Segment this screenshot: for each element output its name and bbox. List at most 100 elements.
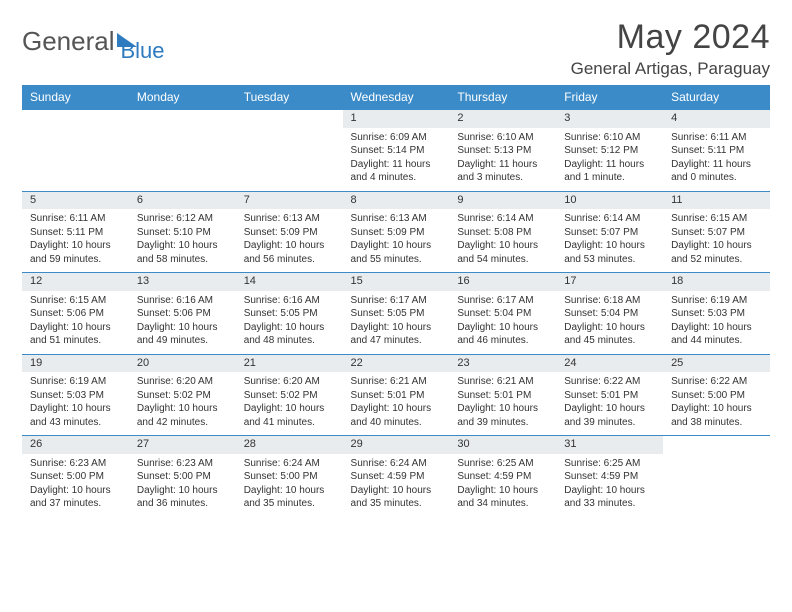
sunset-text: Sunset: 5:14 PM xyxy=(351,144,442,158)
sunset-text: Sunset: 5:12 PM xyxy=(564,144,655,158)
day-details-cell: Sunrise: 6:23 AMSunset: 5:00 PMDaylight:… xyxy=(129,454,236,517)
sunset-text: Sunset: 5:10 PM xyxy=(137,226,228,240)
day-details-cell: Sunrise: 6:17 AMSunset: 5:04 PMDaylight:… xyxy=(449,291,556,355)
sunrise-text: Sunrise: 6:24 AM xyxy=(351,457,442,471)
day-number-cell: 24 xyxy=(556,354,663,372)
day-number-cell: 17 xyxy=(556,273,663,291)
sunrise-text: Sunrise: 6:12 AM xyxy=(137,212,228,226)
day-number-cell: 31 xyxy=(556,436,663,454)
day-details-row: Sunrise: 6:11 AMSunset: 5:11 PMDaylight:… xyxy=(22,209,770,273)
sunrise-text: Sunrise: 6:10 AM xyxy=(564,131,655,145)
sunrise-text: Sunrise: 6:14 AM xyxy=(457,212,548,226)
sunrise-text: Sunrise: 6:10 AM xyxy=(457,131,548,145)
day-details-cell xyxy=(129,128,236,192)
sunrise-text: Sunrise: 6:09 AM xyxy=(351,131,442,145)
day-number-cell: 22 xyxy=(343,354,450,372)
day-details-cell: Sunrise: 6:09 AMSunset: 5:14 PMDaylight:… xyxy=(343,128,450,192)
day-number-cell: 15 xyxy=(343,273,450,291)
day-number-row: 19202122232425 xyxy=(22,354,770,372)
daylight-text: Daylight: 11 hours and 4 minutes. xyxy=(351,158,442,185)
day-number-cell: 9 xyxy=(449,191,556,209)
day-number-cell: 8 xyxy=(343,191,450,209)
daylight-text: Daylight: 10 hours and 38 minutes. xyxy=(671,402,762,429)
sunrise-text: Sunrise: 6:17 AM xyxy=(351,294,442,308)
sunrise-text: Sunrise: 6:11 AM xyxy=(671,131,762,145)
calendar-table: Sunday Monday Tuesday Wednesday Thursday… xyxy=(22,85,770,517)
day-details-cell: Sunrise: 6:19 AMSunset: 5:03 PMDaylight:… xyxy=(22,372,129,436)
day-details-cell: Sunrise: 6:13 AMSunset: 5:09 PMDaylight:… xyxy=(236,209,343,273)
daylight-text: Daylight: 10 hours and 43 minutes. xyxy=(30,402,121,429)
sunset-text: Sunset: 4:59 PM xyxy=(457,470,548,484)
sunset-text: Sunset: 5:00 PM xyxy=(30,470,121,484)
day-details-cell xyxy=(236,128,343,192)
day-number-cell: 16 xyxy=(449,273,556,291)
day-number-cell: 2 xyxy=(449,110,556,128)
daylight-text: Daylight: 10 hours and 56 minutes. xyxy=(244,239,335,266)
day-number-row: 1234 xyxy=(22,110,770,128)
daylight-text: Daylight: 10 hours and 48 minutes. xyxy=(244,321,335,348)
day-details-cell: Sunrise: 6:19 AMSunset: 5:03 PMDaylight:… xyxy=(663,291,770,355)
daylight-text: Daylight: 10 hours and 33 minutes. xyxy=(564,484,655,511)
sunset-text: Sunset: 5:00 PM xyxy=(671,389,762,403)
sunset-text: Sunset: 5:00 PM xyxy=(244,470,335,484)
day-number-row: 12131415161718 xyxy=(22,273,770,291)
day-number-cell: 5 xyxy=(22,191,129,209)
sunset-text: Sunset: 5:09 PM xyxy=(244,226,335,240)
sunrise-text: Sunrise: 6:24 AM xyxy=(244,457,335,471)
title-block: May 2024 General Artigas, Paraguay xyxy=(571,18,770,79)
sunrise-text: Sunrise: 6:15 AM xyxy=(30,294,121,308)
sunset-text: Sunset: 5:03 PM xyxy=(30,389,121,403)
day-details-cell: Sunrise: 6:10 AMSunset: 5:12 PMDaylight:… xyxy=(556,128,663,192)
day-number-cell: 28 xyxy=(236,436,343,454)
day-number-cell: 7 xyxy=(236,191,343,209)
day-details-cell: Sunrise: 6:18 AMSunset: 5:04 PMDaylight:… xyxy=(556,291,663,355)
brand-part2: Blue xyxy=(121,38,165,64)
day-details-cell: Sunrise: 6:11 AMSunset: 5:11 PMDaylight:… xyxy=(22,209,129,273)
day-details-cell xyxy=(663,454,770,517)
daylight-text: Daylight: 10 hours and 58 minutes. xyxy=(137,239,228,266)
daylight-text: Daylight: 10 hours and 45 minutes. xyxy=(564,321,655,348)
day-details-cell: Sunrise: 6:20 AMSunset: 5:02 PMDaylight:… xyxy=(236,372,343,436)
location-label: General Artigas, Paraguay xyxy=(571,59,770,79)
sunset-text: Sunset: 5:07 PM xyxy=(671,226,762,240)
sunset-text: Sunset: 5:07 PM xyxy=(564,226,655,240)
daylight-text: Daylight: 10 hours and 40 minutes. xyxy=(351,402,442,429)
day-details-cell: Sunrise: 6:15 AMSunset: 5:06 PMDaylight:… xyxy=(22,291,129,355)
weekday-header: Friday xyxy=(556,85,663,110)
daylight-text: Daylight: 10 hours and 55 minutes. xyxy=(351,239,442,266)
month-title: May 2024 xyxy=(571,18,770,57)
day-number-cell: 1 xyxy=(343,110,450,128)
day-details-cell: Sunrise: 6:24 AMSunset: 4:59 PMDaylight:… xyxy=(343,454,450,517)
day-details-cell: Sunrise: 6:20 AMSunset: 5:02 PMDaylight:… xyxy=(129,372,236,436)
day-details-cell: Sunrise: 6:16 AMSunset: 5:05 PMDaylight:… xyxy=(236,291,343,355)
day-details-cell: Sunrise: 6:11 AMSunset: 5:11 PMDaylight:… xyxy=(663,128,770,192)
day-details-cell: Sunrise: 6:22 AMSunset: 5:00 PMDaylight:… xyxy=(663,372,770,436)
sunset-text: Sunset: 5:08 PM xyxy=(457,226,548,240)
daylight-text: Daylight: 10 hours and 35 minutes. xyxy=(244,484,335,511)
day-number-cell: 14 xyxy=(236,273,343,291)
daylight-text: Daylight: 10 hours and 51 minutes. xyxy=(30,321,121,348)
sunrise-text: Sunrise: 6:14 AM xyxy=(564,212,655,226)
sunrise-text: Sunrise: 6:18 AM xyxy=(564,294,655,308)
day-details-cell xyxy=(22,128,129,192)
sunset-text: Sunset: 5:11 PM xyxy=(30,226,121,240)
day-details-cell: Sunrise: 6:22 AMSunset: 5:01 PMDaylight:… xyxy=(556,372,663,436)
sunrise-text: Sunrise: 6:23 AM xyxy=(30,457,121,471)
day-number-cell: 26 xyxy=(22,436,129,454)
daylight-text: Daylight: 10 hours and 47 minutes. xyxy=(351,321,442,348)
sunset-text: Sunset: 4:59 PM xyxy=(564,470,655,484)
day-details-cell: Sunrise: 6:16 AMSunset: 5:06 PMDaylight:… xyxy=(129,291,236,355)
daylight-text: Daylight: 10 hours and 44 minutes. xyxy=(671,321,762,348)
daylight-text: Daylight: 10 hours and 41 minutes. xyxy=(244,402,335,429)
daylight-text: Daylight: 10 hours and 42 minutes. xyxy=(137,402,228,429)
sunset-text: Sunset: 5:13 PM xyxy=(457,144,548,158)
sunrise-text: Sunrise: 6:17 AM xyxy=(457,294,548,308)
day-details-cell: Sunrise: 6:14 AMSunset: 5:08 PMDaylight:… xyxy=(449,209,556,273)
day-number-cell: 29 xyxy=(343,436,450,454)
daylight-text: Daylight: 10 hours and 39 minutes. xyxy=(564,402,655,429)
sunrise-text: Sunrise: 6:13 AM xyxy=(351,212,442,226)
sunset-text: Sunset: 5:11 PM xyxy=(671,144,762,158)
day-details-cell: Sunrise: 6:21 AMSunset: 5:01 PMDaylight:… xyxy=(343,372,450,436)
sunrise-text: Sunrise: 6:22 AM xyxy=(564,375,655,389)
sunrise-text: Sunrise: 6:19 AM xyxy=(30,375,121,389)
